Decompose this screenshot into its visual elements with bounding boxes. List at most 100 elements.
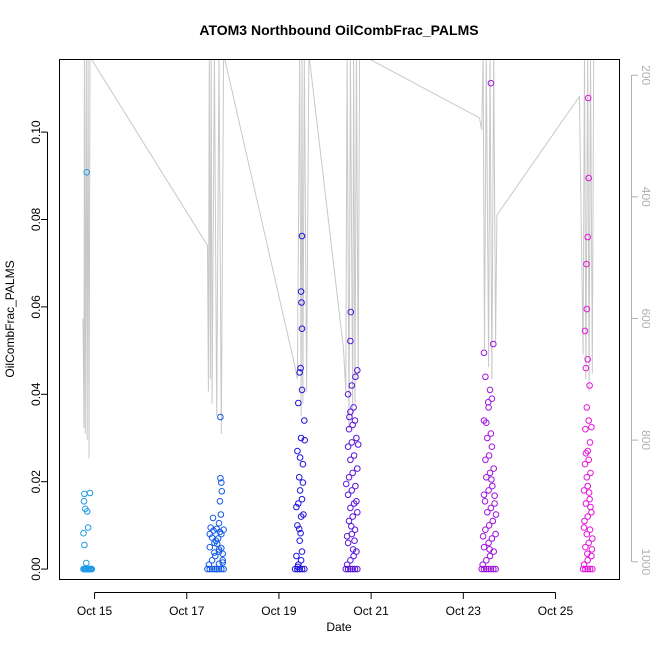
data-point <box>485 539 492 547</box>
data-point <box>347 504 354 512</box>
data-point <box>342 565 350 573</box>
data-point <box>297 364 304 372</box>
data-point <box>80 498 88 505</box>
data-point <box>293 552 300 560</box>
data-point <box>584 565 592 573</box>
altitude-profile-layer <box>82 60 595 459</box>
data-point <box>583 260 590 268</box>
data-point <box>490 465 498 472</box>
data-point <box>585 456 593 464</box>
data-point <box>213 540 221 548</box>
data-point <box>485 452 493 459</box>
series-2 <box>291 232 309 573</box>
y-axis-label: OilCombFrac_PALMS <box>3 260 17 377</box>
data-point <box>353 498 360 505</box>
data-point <box>344 539 352 547</box>
data-point <box>349 546 357 553</box>
data-point <box>582 450 590 457</box>
data-point <box>491 500 498 507</box>
data-point <box>352 373 359 381</box>
data-point <box>212 552 219 560</box>
data-point <box>347 308 355 316</box>
data-point <box>585 539 593 547</box>
data-point <box>479 561 487 569</box>
data-point <box>296 537 304 545</box>
data-point <box>486 546 493 553</box>
data-point <box>294 522 301 529</box>
data-point <box>480 565 488 573</box>
data-point <box>585 417 593 424</box>
data-point <box>83 169 90 176</box>
data-point <box>490 565 497 573</box>
data-point <box>204 565 211 573</box>
data-point <box>579 565 587 573</box>
data-point <box>298 495 306 503</box>
data-point <box>487 565 495 573</box>
x-tick-label: Oct 23 <box>446 604 482 618</box>
data-point <box>347 557 354 564</box>
y-axis: 0.00 0.02 0.04 0.06 0.08 0.10 <box>29 120 48 581</box>
data-point <box>584 557 592 564</box>
data-point <box>296 369 304 376</box>
data-point <box>219 559 226 566</box>
data-point <box>583 474 591 481</box>
data-point <box>584 94 592 102</box>
data-point <box>297 434 305 442</box>
data-point <box>80 565 87 573</box>
data-point <box>347 456 354 464</box>
data-point <box>581 517 588 525</box>
data-point <box>208 557 216 564</box>
data-point <box>586 495 593 503</box>
data-point <box>484 509 491 516</box>
data-point <box>354 465 361 472</box>
data-point <box>582 543 589 551</box>
data-point <box>480 491 488 499</box>
y-tick-label: 0.08 <box>29 207 43 231</box>
data-points-layer <box>80 79 596 573</box>
data-point <box>343 533 351 540</box>
data-point <box>584 513 592 520</box>
data-point <box>587 503 594 511</box>
data-point <box>482 526 489 534</box>
data-point <box>350 404 357 411</box>
data-point <box>83 559 90 567</box>
data-point <box>86 489 94 497</box>
data-point <box>586 382 593 389</box>
data-point <box>210 527 217 534</box>
data-point <box>481 498 489 505</box>
data-point <box>216 498 224 505</box>
x-tick-label: Oct 21 <box>353 604 389 618</box>
data-point <box>295 525 303 533</box>
data-point <box>487 504 495 512</box>
y-tick-label: 0.06 <box>29 295 43 319</box>
series-0 <box>80 169 96 573</box>
y2-tick-label: 200 <box>639 65 650 85</box>
data-point <box>345 517 353 525</box>
data-point <box>351 526 359 534</box>
data-point <box>483 565 490 573</box>
data-point <box>205 561 213 569</box>
series-1 <box>204 413 227 573</box>
x-tick-label: Oct 15 <box>77 604 113 618</box>
data-point <box>344 565 352 573</box>
data-point <box>297 557 305 564</box>
data-point <box>492 530 499 538</box>
data-point <box>84 524 92 531</box>
data-point <box>584 550 591 558</box>
data-point <box>492 511 500 518</box>
data-point <box>217 474 224 482</box>
y2-tick-label: 400 <box>639 187 650 207</box>
data-point <box>585 174 593 182</box>
data-point <box>580 524 588 531</box>
data-point <box>344 443 352 451</box>
y2-tick-label: 800 <box>639 430 650 450</box>
data-point <box>585 489 593 496</box>
y-tick-label: 0.00 <box>29 557 43 581</box>
data-point <box>345 425 353 433</box>
data-point <box>580 561 588 569</box>
data-point <box>348 487 356 494</box>
data-point <box>296 454 304 461</box>
y2-tick-label: 600 <box>639 308 650 328</box>
data-point <box>484 398 492 406</box>
data-point <box>344 491 352 499</box>
